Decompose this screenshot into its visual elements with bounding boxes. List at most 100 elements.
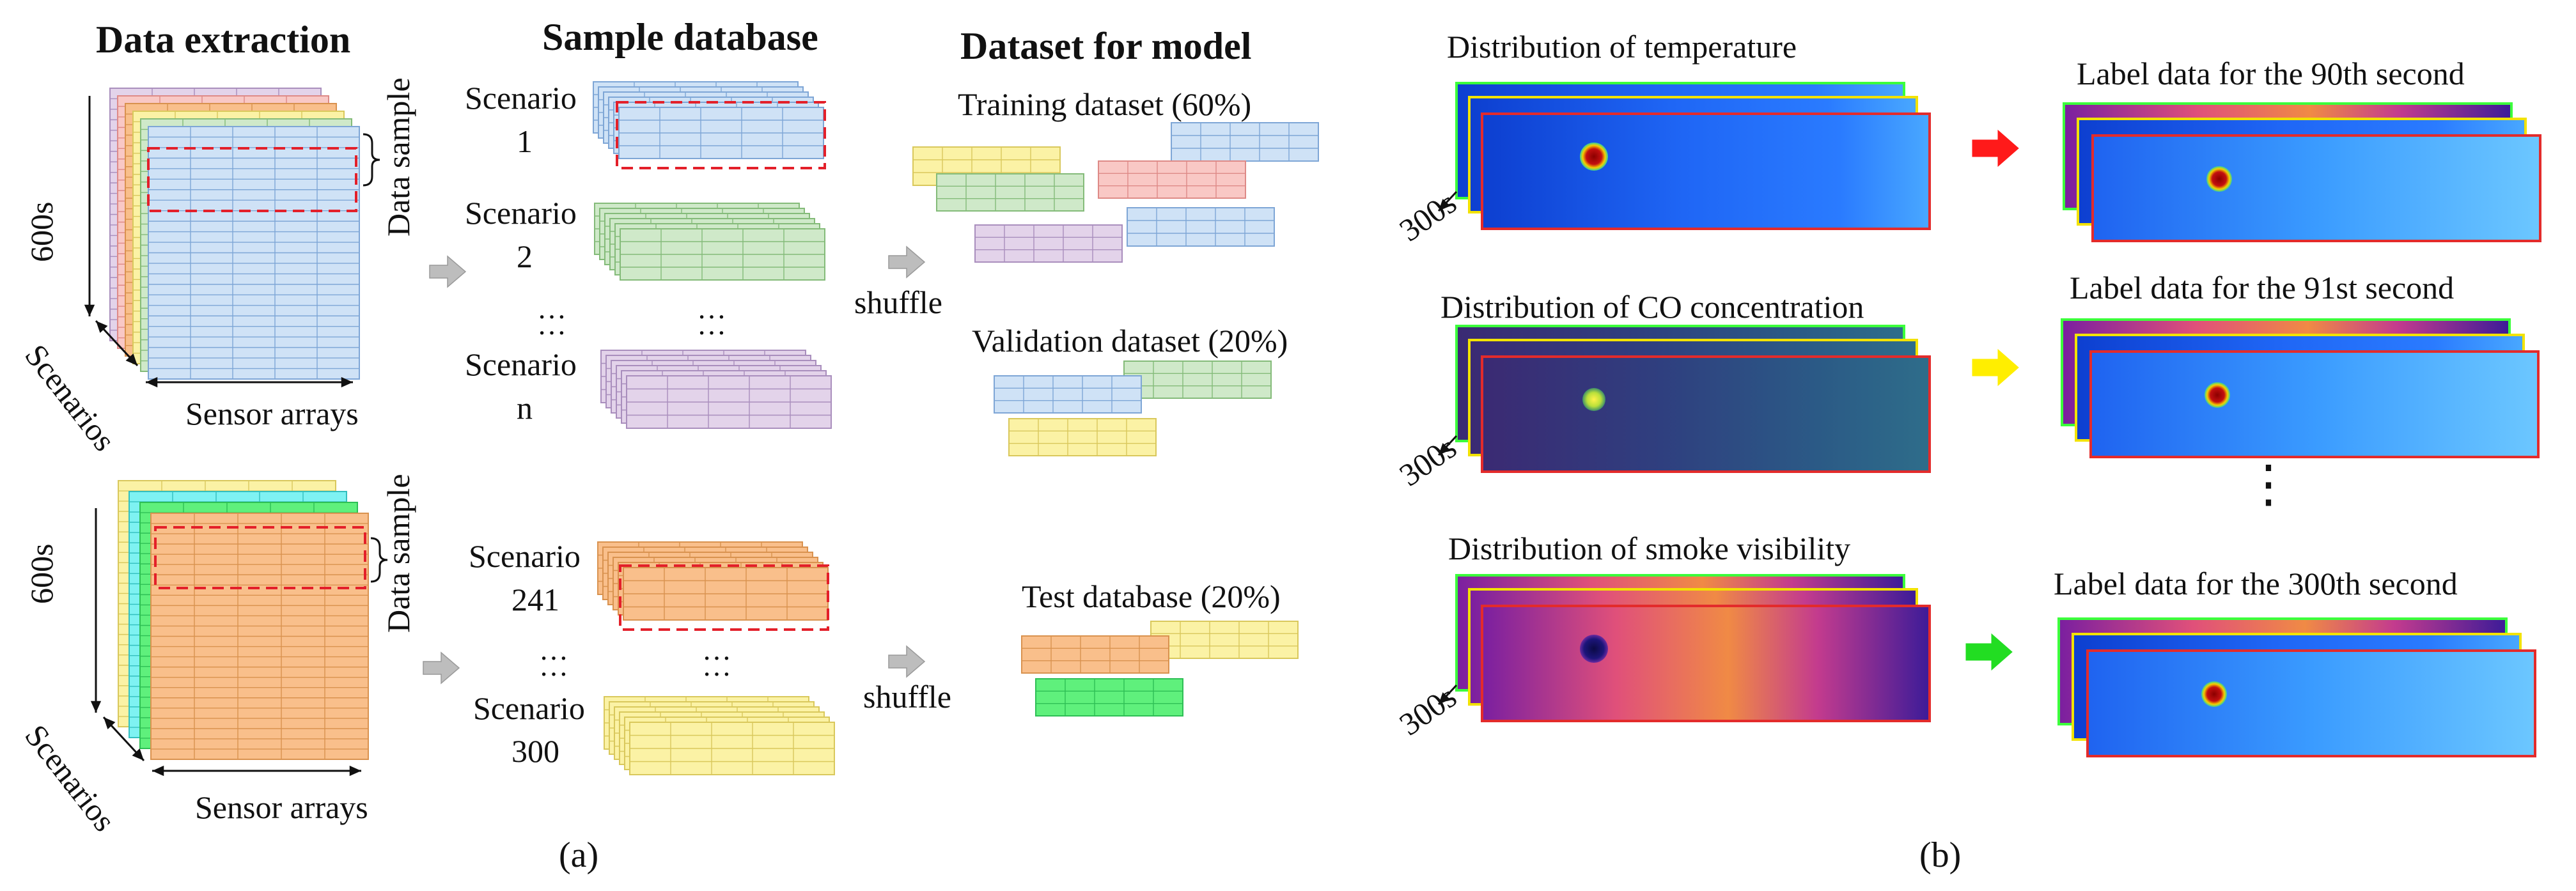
training-block-blue-2: [1127, 207, 1275, 247]
validation-block-yellow-bg: [1008, 418, 1157, 456]
smoke-stack-layer-front: [1481, 605, 1931, 722]
time-arrow-bottom-head-end: [90, 701, 102, 713]
header-data-extraction: Data extraction: [96, 19, 351, 61]
arrow-shuffle-bottom: [888, 645, 926, 678]
training-block-pink-bg: [1098, 160, 1246, 199]
scenario-241-word: Scenario: [469, 538, 581, 574]
scenario-arrow-bottom-head-start: [104, 717, 116, 729]
test-block-orange-bg: [1021, 635, 1169, 674]
training-block-blue-1-bg: [1171, 122, 1319, 162]
label-91st-stack-hotspot: [2205, 382, 2230, 408]
scenario-arrow-top-head-end: [125, 353, 137, 366]
scenario-1-number: 1: [517, 123, 533, 159]
sensor-arrow-bottom-head-start: [152, 765, 164, 777]
scenario-arrow-bottom-head-end: [132, 748, 144, 761]
depth-arrow-co-head-start: [1439, 443, 1451, 455]
scenario-2-stack-layer: [620, 228, 825, 281]
co-stack-hotspot: [1582, 388, 1605, 411]
scenario-300-number: 300: [511, 733, 559, 769]
arrow-shuffle-top: [888, 245, 926, 279]
test-block-green-bg: [1035, 678, 1183, 717]
smoke-stack-hotspot: [1580, 635, 1608, 663]
validation-block-blue: [994, 375, 1142, 414]
sensor-axis-label-bottom: Sensor arrays: [195, 789, 368, 825]
label-91st-stack-layer-front: [2089, 350, 2540, 458]
data-sample-label-bottom: Data sample: [380, 474, 416, 633]
label-300th-stack-hotspot: [2201, 681, 2227, 707]
label-300th-stack-layer-front: [2086, 649, 2536, 757]
temperature-stack-layer-front: [1481, 112, 1931, 230]
test-dataset-label: Test database (20%): [1022, 578, 1281, 614]
data-sample-label-top: Data sample: [380, 77, 416, 236]
training-block-blue-2-bg: [1127, 207, 1275, 247]
scenario-ellipsis-bottom-stack: … …: [702, 633, 731, 683]
scenario-2-word: Scenario: [465, 195, 577, 231]
training-block-purple-bg: [974, 224, 1123, 263]
extraction-top-data-sample-box: [147, 147, 357, 212]
input-title-smoke: Distribution of smoke visibility: [1448, 531, 1851, 566]
temperature-stack-hotspot: [1580, 143, 1608, 171]
arrow-extraction-to-database-top: [429, 255, 467, 288]
input-title-co: Distribution of CO concentration: [1440, 289, 1864, 325]
training-block-pink: [1098, 160, 1246, 199]
label-90th-stack-hotspot: [2206, 166, 2232, 192]
extraction-bottom-data-sample-box: [154, 526, 366, 589]
arrow-co-to-label: [1972, 348, 2019, 387]
scenario-300-word: Scenario: [473, 690, 585, 726]
training-block-green: [936, 173, 1084, 212]
scenario-arrow-top-head-start: [96, 321, 108, 333]
scenario-n-stack-layer: [626, 375, 832, 429]
scenario-ellipsis-top-stack: … …: [697, 292, 726, 341]
scenario-n-word: Scenario: [465, 346, 577, 382]
label-title-91st: Label data for the 91st second: [2070, 270, 2455, 306]
co-stack-layer-front: [1481, 355, 1931, 473]
label-title-90th: Label data for the 90th second: [2077, 56, 2465, 91]
input-title-temperature: Distribution of temperature: [1447, 29, 1797, 65]
scenario-ellipsis-bottom-label: … …: [539, 633, 568, 683]
depth-arrow-temperature-head-start: [1439, 199, 1451, 211]
training-dataset-label: Training dataset (60%): [958, 86, 1252, 122]
caption-b: (b): [1919, 835, 1962, 875]
validation-block-green: [1123, 360, 1272, 399]
depth-arrow-smoke-head-start: [1439, 692, 1451, 704]
test-block-yellow: [1150, 621, 1299, 659]
arrow-smoke-to-label: [1965, 633, 2013, 671]
label-title-300th: Label data for the 300th second: [2054, 566, 2458, 601]
extraction-bottom-layer-3: [150, 513, 369, 760]
scenario-2-number: 2: [517, 238, 533, 274]
scenario-241-stack-layer: [623, 567, 829, 621]
scenario-241-data-sample-box: [619, 564, 829, 631]
training-block-purple: [974, 224, 1123, 263]
test-block-green: [1035, 678, 1183, 717]
scenario-n-number: n: [517, 390, 533, 426]
extraction-top-layer-5: [148, 126, 360, 380]
scenario-ellipsis-top-label: … …: [537, 292, 566, 341]
label-90th-stack-layer-front: [2091, 134, 2541, 242]
header-sample-database: Sample database: [542, 16, 818, 58]
validation-block-green-bg: [1123, 360, 1272, 399]
test-block-orange: [1021, 635, 1169, 674]
sensor-arrow-top-head-end: [341, 376, 353, 388]
extraction-top-brace: [363, 133, 380, 187]
scenario-241-number: 241: [511, 582, 559, 617]
shuffle-label-bottom: shuffle: [863, 679, 951, 715]
time-axis-label-bottom: 600s: [24, 543, 59, 604]
scenario-1-word: Scenario: [465, 80, 577, 116]
scenario-1-data-sample-box: [616, 101, 826, 169]
scenario-1-stack-layer: [618, 107, 824, 159]
sensor-axis-label-top: Sensor arrays: [185, 396, 359, 431]
validation-block-yellow: [1008, 418, 1157, 456]
header-dataset-for-model: Dataset for model: [960, 25, 1252, 67]
validation-dataset-label: Validation dataset (20%): [972, 323, 1288, 359]
caption-a: (a): [559, 835, 599, 875]
shuffle-label-top: shuffle: [854, 284, 942, 320]
sensor-arrow-bottom-head-end: [349, 765, 361, 777]
training-block-green-bg: [936, 173, 1084, 212]
vertical-ellipsis: ⋮: [2243, 456, 2294, 513]
validation-block-blue-bg: [994, 375, 1142, 414]
time-axis-label-top: 600s: [24, 201, 59, 262]
sensor-arrow-top-head-start: [146, 376, 158, 388]
training-block-blue-1: [1171, 122, 1319, 162]
